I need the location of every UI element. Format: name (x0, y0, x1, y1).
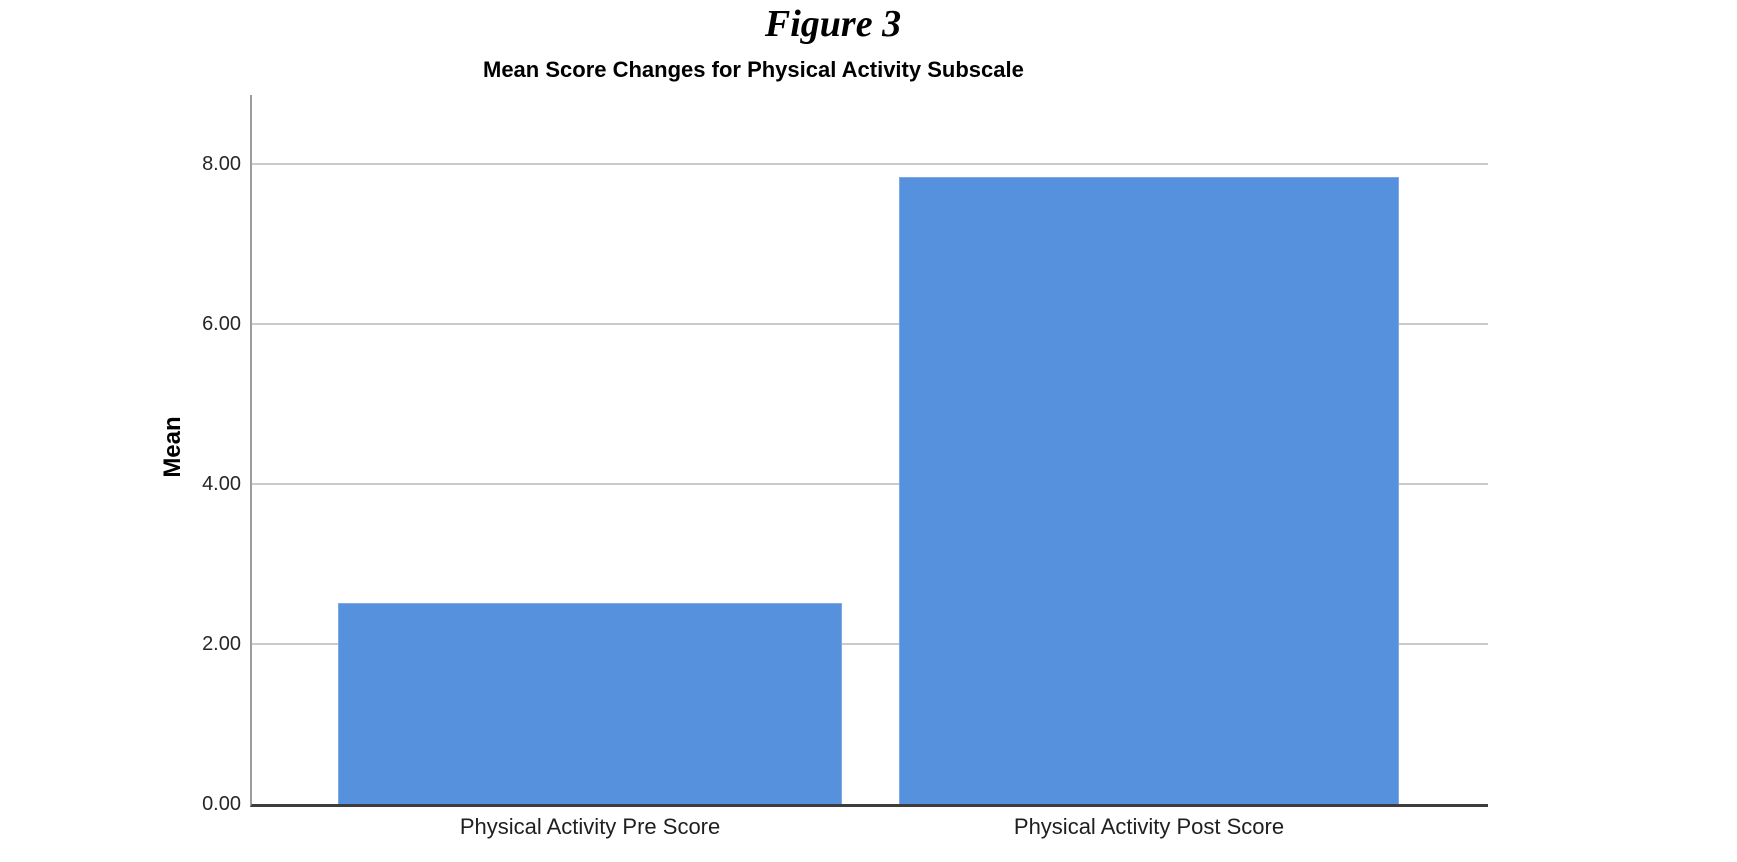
bar-post-score (899, 177, 1399, 804)
gridline (252, 482, 1488, 485)
y-tick-label: 6.00 (202, 312, 241, 335)
gridline (252, 322, 1488, 325)
y-tick-label: 0.00 (202, 793, 241, 815)
y-tick-label: 8.00 (202, 152, 241, 175)
bar-pre-score (338, 603, 843, 804)
chart-title: Mean Score Changes for Physical Activity… (483, 57, 1024, 82)
plot-area: 0.00 2.00 4.00 6.00 8.00 (202, 95, 1488, 814)
figure-label: Figure 3 (764, 3, 902, 45)
y-axis-title: Mean (159, 416, 186, 478)
y-tick-label: 2.00 (202, 632, 241, 655)
y-tick-label: 4.00 (202, 472, 241, 495)
gridline (252, 162, 1488, 165)
x-category-label-post: Physical Activity Post Score (1013, 814, 1285, 839)
x-axis-labels: Physical Activity Pre Score Physical Act… (252, 814, 1488, 844)
x-category-label-pre: Physical Activity Pre Score (459, 814, 721, 839)
gridline (252, 642, 1488, 645)
